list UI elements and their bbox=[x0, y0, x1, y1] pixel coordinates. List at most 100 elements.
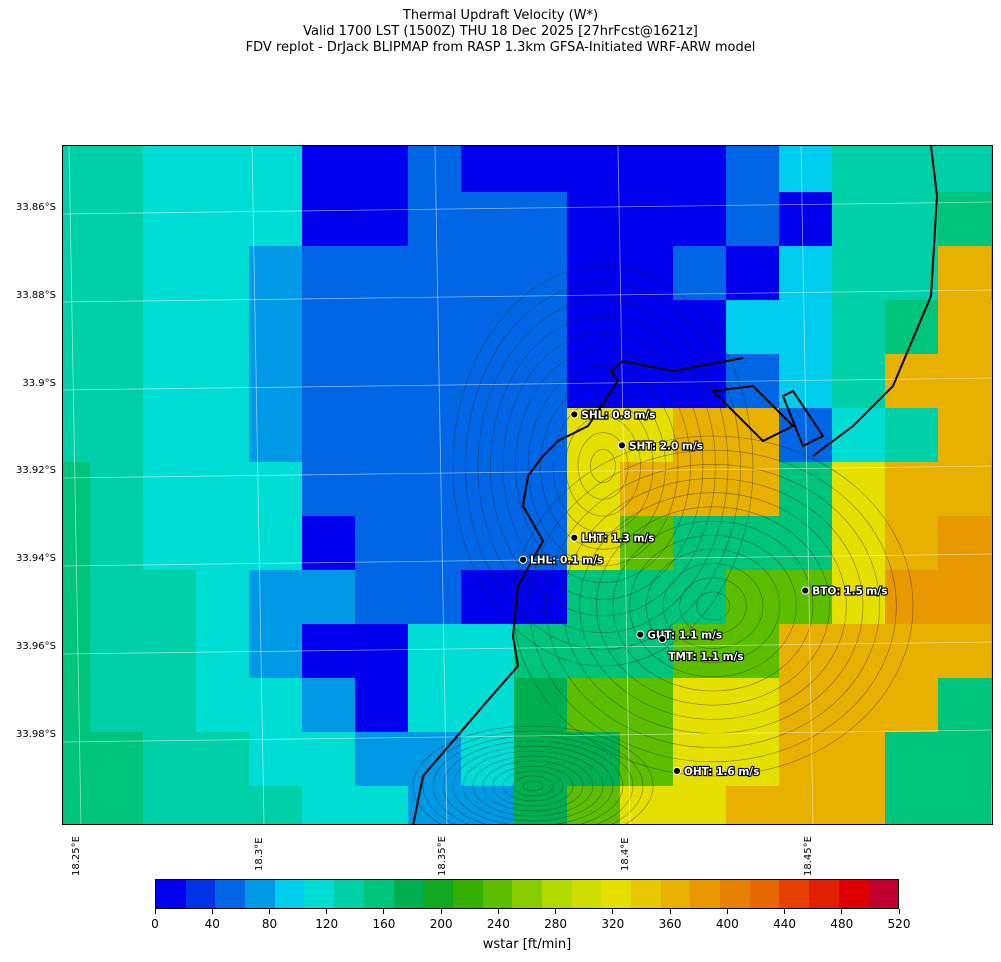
station-dot[interactable] bbox=[801, 586, 810, 595]
colorbar-segment bbox=[215, 880, 246, 908]
grid-cell bbox=[779, 624, 832, 678]
grid-cell bbox=[938, 516, 991, 570]
grid-cell bbox=[249, 192, 302, 246]
grid-cell bbox=[461, 354, 514, 408]
station-dot[interactable] bbox=[570, 533, 579, 542]
contour-line bbox=[422, 730, 644, 824]
grid-cell bbox=[938, 246, 991, 300]
grid-cell bbox=[408, 516, 461, 570]
grid-cell bbox=[779, 678, 832, 732]
grid-cell bbox=[726, 624, 779, 678]
colorbar-tick-label: 480 bbox=[830, 917, 854, 931]
grid-cell bbox=[302, 516, 355, 570]
coast-line bbox=[812, 146, 939, 457]
grid-cell bbox=[514, 624, 567, 678]
colorbar-tick bbox=[726, 909, 728, 914]
grid-cell bbox=[779, 732, 832, 786]
grid-cell bbox=[832, 516, 885, 570]
map-panel[interactable]: SHL: 0.8 m/s SHT: 2.0 m/s LHT: 1.3 m/s LHL:… bbox=[62, 145, 993, 825]
grid-cell bbox=[408, 408, 461, 462]
grid-cell bbox=[302, 354, 355, 408]
station-dot[interactable] bbox=[518, 555, 528, 564]
grid-cell bbox=[249, 570, 302, 624]
grid-cell bbox=[779, 146, 832, 192]
station-dot[interactable] bbox=[636, 630, 645, 639]
grid-cell bbox=[249, 246, 302, 300]
grid-cell bbox=[461, 678, 514, 732]
grid-cell bbox=[726, 300, 779, 354]
title-line-3: FDV replot - DrJack BLIPMAP from RASP 1.… bbox=[245, 40, 756, 55]
grid-cell bbox=[143, 408, 196, 462]
colorbar-tick-label: 520 bbox=[887, 917, 911, 931]
map-canvas[interactable]: SHL: 0.8 m/s SHT: 2.0 m/s LHT: 1.3 m/s LHL:… bbox=[63, 146, 993, 825]
grid-cell bbox=[143, 516, 196, 570]
grid-cell bbox=[620, 146, 673, 192]
colorbar-tick-label: 0 bbox=[151, 917, 159, 931]
grid-cell bbox=[196, 246, 249, 300]
colorbar-tick bbox=[154, 909, 156, 914]
colorbar-tick bbox=[669, 909, 671, 914]
grid-cell bbox=[832, 146, 885, 192]
grid-cell bbox=[991, 570, 992, 624]
grid-cell bbox=[302, 300, 355, 354]
grid-cell bbox=[991, 516, 992, 570]
grid-cell bbox=[991, 732, 992, 786]
grid-cell bbox=[514, 678, 567, 732]
station-dot[interactable] bbox=[658, 634, 667, 644]
grid-cell bbox=[408, 354, 461, 408]
contour-line bbox=[565, 415, 641, 517]
grid-cell bbox=[726, 516, 779, 570]
grid-cell bbox=[355, 462, 408, 516]
lon-label: 18.25°E bbox=[71, 836, 82, 876]
grid-cell bbox=[461, 462, 514, 516]
grid-cell bbox=[832, 786, 885, 824]
colorbar bbox=[155, 879, 899, 909]
grid-cell bbox=[620, 678, 673, 732]
parallel-line bbox=[63, 465, 992, 479]
station-dot[interactable] bbox=[570, 410, 579, 419]
colorbar-segment bbox=[393, 880, 424, 908]
grid-cell bbox=[90, 516, 143, 570]
colorbar-title: wstar [ft/min] bbox=[482, 937, 572, 952]
grid-cell bbox=[991, 246, 992, 300]
grid-cell bbox=[991, 300, 992, 354]
contour-line bbox=[452, 265, 754, 667]
contour-line bbox=[612, 520, 814, 692]
colorbar-segment bbox=[838, 880, 869, 908]
grid-cell bbox=[249, 300, 302, 354]
colorbar-tick bbox=[612, 909, 614, 914]
station-label: TMT: 1.1 m/s bbox=[668, 651, 743, 663]
grid-cell bbox=[991, 146, 992, 192]
grid-cell bbox=[938, 192, 991, 246]
grid-cell bbox=[938, 408, 991, 462]
contour-line bbox=[596, 506, 830, 706]
grid-cell bbox=[196, 624, 249, 678]
grid-cell bbox=[885, 678, 938, 732]
grid-cell bbox=[461, 570, 514, 624]
grid-cell bbox=[196, 192, 249, 246]
coast-line bbox=[781, 389, 825, 448]
grid-cell bbox=[567, 192, 620, 246]
lat-label: 33.86°S bbox=[16, 202, 56, 213]
grid-cell bbox=[832, 192, 885, 246]
lat-label: 33.96°S bbox=[16, 641, 56, 652]
grid-cell bbox=[779, 462, 832, 516]
grid-cell bbox=[302, 786, 355, 824]
grid-cell bbox=[355, 354, 408, 408]
colorbar-segment bbox=[541, 880, 572, 908]
grid-cell bbox=[90, 786, 143, 824]
grid-cell bbox=[196, 462, 249, 516]
lat-label: 33.9°S bbox=[22, 378, 56, 389]
coast-line bbox=[710, 384, 795, 443]
grid-cell bbox=[196, 300, 249, 354]
grid-cell bbox=[726, 192, 779, 246]
station-dot[interactable] bbox=[617, 441, 627, 450]
contour-line bbox=[412, 725, 654, 824]
parallel-line bbox=[63, 553, 992, 567]
grid-cell bbox=[355, 408, 408, 462]
station-dot[interactable] bbox=[672, 766, 682, 776]
contour-line bbox=[512, 435, 914, 777]
meridian-line bbox=[434, 146, 448, 824]
contour-line bbox=[442, 740, 624, 824]
grid-cell bbox=[673, 300, 726, 354]
